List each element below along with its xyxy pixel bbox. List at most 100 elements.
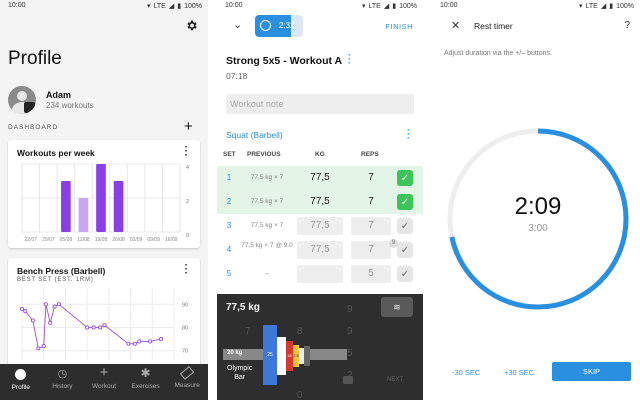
key-7[interactable]: 7 [245,326,251,337]
plate-calculator-icon[interactable]: ≋ [381,297,413,317]
x-tick-label: 16/09 [165,237,178,243]
nav-exercises[interactable]: ✱ Exercises [125,364,167,400]
nav-workout[interactable]: + Workout [83,364,125,400]
battery-icon: ▮ [609,3,614,10]
kg-value[interactable]: 77,5 [310,196,330,207]
data-point [102,323,107,328]
nav-measure[interactable]: Measure [166,364,208,400]
battery-level: 100% [616,2,634,10]
data-point [126,341,131,346]
reps-input[interactable]: 7 [351,217,391,235]
network-label: LTE [153,2,166,10]
data-point [98,325,103,330]
previous-value[interactable]: 77,5 kg × 7 [250,222,284,229]
next-button[interactable]: NEXT [387,377,404,383]
exercise-name[interactable]: Squat (Barbell) [226,130,283,140]
kg-input[interactable] [297,265,343,283]
add-widget-button[interactable]: + [184,118,193,135]
signal-icon: ◢ [600,3,607,10]
data-point [30,318,35,323]
chart-title: Workouts per week [17,148,95,158]
complete-set-checkbox[interactable]: ✓ [397,194,413,210]
bench-press-card[interactable]: Bench Press (Barbell) BEST SET (EST. 1RM… [8,258,200,370]
profile-icon [15,369,27,380]
nav-history[interactable]: ◷ History [42,364,84,400]
y-tick-label: 0 [186,233,189,239]
previous-value[interactable]: – [265,270,269,277]
bar-weight-label: 20 kg [227,350,243,356]
complete-set-checkbox[interactable]: ✓ [397,170,413,186]
data-point [137,339,142,344]
complete-set-checkbox[interactable]: ✓ [397,266,413,282]
more-vert-icon[interactable]: · · · [184,142,188,161]
status-time: 10:00 [225,2,243,9]
collapse-chevron-icon[interactable]: ⌄ [233,19,243,31]
more-vert-icon[interactable]: · · · [184,260,188,279]
reps-input[interactable]: 5 [351,265,391,283]
key-5[interactable]: 5 [347,348,353,359]
previous-value[interactable]: 77,5 kg × 7 [250,198,284,205]
previous-value[interactable]: 77,5 kg × 7 [250,174,284,181]
workouts-per-week-card[interactable]: Workouts per week · · · 4 2 0 22/07 29/07 05/08… [8,140,200,248]
workout-title[interactable]: Strong 5x5 - Workout A [226,55,343,67]
rest-timer-chip[interactable]: 2:32 [255,15,303,37]
data-point [158,337,164,342]
key-9[interactable]: 9 [347,304,353,315]
key-8[interactable]: 8 [297,326,303,337]
backspace-icon[interactable] [343,376,353,384]
key-0[interactable]: 0 [297,390,303,400]
data-point [85,325,90,330]
workout-note-input[interactable]: Workout note [226,94,414,114]
reps-value[interactable]: 7 [368,196,374,207]
reps-input[interactable]: 7 [351,241,391,259]
bar-collar [304,346,310,366]
avatar[interactable] [8,86,36,114]
workout-menu-icon[interactable]: · · · [348,50,351,68]
wifi-icon: ▾ [147,3,151,10]
kg-value[interactable]: 77,5 [310,172,330,183]
previous-value[interactable]: 77,5 kg × 7 @ 9.0 [241,242,293,249]
reps-value[interactable]: 7 [368,172,374,183]
plate-red: 15 [286,341,293,371]
status-time: 10:00 [8,2,26,9]
settings-gear-icon[interactable] [185,19,198,32]
set-number[interactable]: 5 [226,269,232,278]
skip-button[interactable]: SKIP [552,362,631,381]
close-icon[interactable]: ✕ [451,20,461,32]
data-point [19,306,25,311]
minus-30-button[interactable]: -30 SEC [452,368,481,377]
rpe-badge: 9 [389,239,398,248]
finish-button[interactable]: FINISH [385,22,413,31]
set-number[interactable]: 4 [226,245,232,254]
help-icon[interactable]: ? [624,20,630,31]
set-number[interactable]: 1 [226,173,232,182]
signal-icon: ◢ [383,3,390,10]
rest-timer-title: Rest timer [474,21,513,31]
workout-count: 234 workouts [46,101,94,110]
sets-header: SET PREVIOUS KG REPS [223,151,379,158]
bar [78,198,89,232]
plus-30-button[interactable]: +30 SEC [504,368,535,377]
network-label: LTE [585,2,598,10]
bar [61,181,71,232]
exercise-menu-icon[interactable]: · · · [407,125,410,143]
status-time: 10:00 [440,2,458,9]
kg-input[interactable]: 77,5 [297,241,343,259]
chart-title: Bench Press (Barbell) [17,266,106,276]
set-number[interactable]: 2 [226,197,232,206]
complete-set-checkbox[interactable]: ✓ [397,242,413,258]
data-point [56,302,61,307]
x-tick-label: 02/09 [130,237,143,243]
x-tick-label: 09/09 [147,237,160,243]
kg-input[interactable]: 77,5 [297,217,343,235]
history-icon: ◷ [57,368,68,380]
nav-profile[interactable]: Profile [0,364,42,400]
key-2[interactable]: 2 [347,370,353,381]
data-point [36,346,41,351]
ruler-icon [180,366,195,380]
key-9b[interactable]: 9 [347,326,353,337]
complete-set-checkbox[interactable]: ✓ [397,218,413,234]
set-row: 4 77,5 kg × 7 @ 9.0 77,5 7 ✓ [217,238,423,262]
user-name: Adam [46,90,72,100]
set-number[interactable]: 3 [226,221,232,230]
